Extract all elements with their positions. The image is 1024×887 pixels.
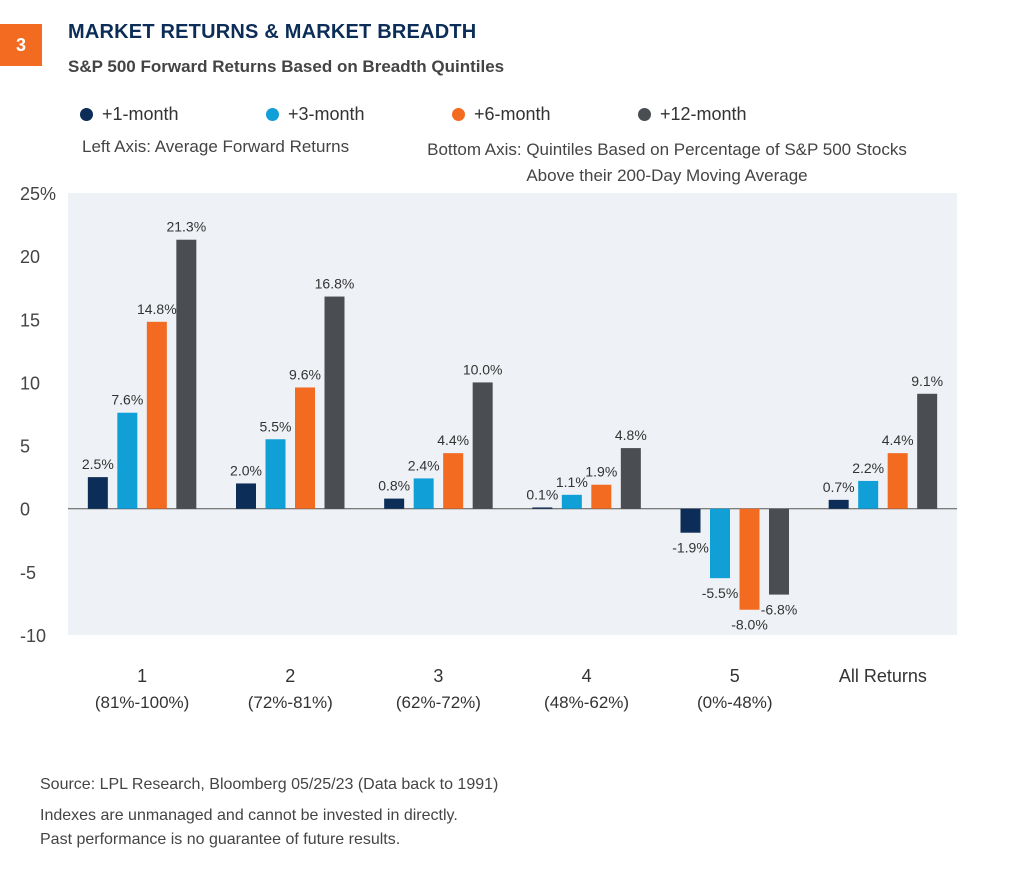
data-label: 1.1% xyxy=(556,474,588,490)
bar xyxy=(295,387,315,509)
legend-item: +3-month xyxy=(266,104,434,125)
bar xyxy=(917,393,938,509)
bar xyxy=(87,477,108,509)
category-label: 4 xyxy=(582,666,592,686)
bar xyxy=(472,382,493,509)
category-sublabel: (72%-81%) xyxy=(248,693,333,712)
data-label: 2.5% xyxy=(82,456,114,472)
category-label: All Returns xyxy=(839,666,927,686)
data-label: 2.2% xyxy=(852,460,884,476)
legend-item: +1-month xyxy=(80,104,248,125)
left-axis-note: Left Axis: Average Forward Returns xyxy=(82,137,350,156)
disclaimer-note: Indexes are unmanaged and cannot be inve… xyxy=(40,807,458,824)
y-tick-label: 5 xyxy=(20,437,30,457)
legend-swatch xyxy=(638,107,651,121)
data-label: 0.8% xyxy=(378,478,410,494)
bar xyxy=(236,483,256,509)
data-label: 2.0% xyxy=(230,462,262,478)
data-label: 0.1% xyxy=(526,486,558,502)
data-label: 2.4% xyxy=(408,457,440,473)
data-label: 16.8% xyxy=(315,276,355,292)
data-label: 7.6% xyxy=(111,392,143,408)
chart-legend: +1-month +3-month +6-month +12-month xyxy=(80,102,765,126)
bar xyxy=(828,499,849,509)
bar xyxy=(739,508,760,610)
category-sublabel: (48%-62%) xyxy=(544,693,629,712)
y-tick-label: 0 xyxy=(20,500,30,520)
data-label: -5.5% xyxy=(702,585,739,601)
disclaimer-note: Past performance is no guarantee of futu… xyxy=(40,831,401,848)
bar xyxy=(443,453,464,509)
data-label: 9.6% xyxy=(289,366,321,382)
bar xyxy=(265,439,286,509)
bar xyxy=(146,321,167,509)
data-label: 4.4% xyxy=(437,432,469,448)
bar xyxy=(413,478,434,509)
category-label: 2 xyxy=(285,666,295,686)
bar xyxy=(176,239,197,509)
bar xyxy=(117,412,138,509)
bar xyxy=(887,453,908,509)
legend-label: +12-month xyxy=(660,103,747,124)
legend-label: +1-month xyxy=(102,103,179,124)
category-label: 5 xyxy=(730,666,740,686)
bar xyxy=(324,296,345,509)
legend-swatch xyxy=(80,107,93,121)
bar xyxy=(561,494,582,509)
bar xyxy=(858,480,879,509)
bar xyxy=(384,498,405,509)
legend-label: +6-month xyxy=(474,103,551,124)
chart-footer: Source: LPL Research, Bloomberg 05/25/23… xyxy=(40,776,498,849)
y-tick-label: 15 xyxy=(20,310,40,330)
bar xyxy=(680,508,701,533)
y-tick-label: 25% xyxy=(20,184,56,204)
category-sublabel: (81%-100%) xyxy=(95,693,190,712)
data-label: 5.5% xyxy=(260,418,292,434)
bar xyxy=(620,448,641,509)
bar xyxy=(591,484,612,509)
data-label: 14.8% xyxy=(137,301,177,317)
data-label: 0.7% xyxy=(823,479,855,495)
data-label: 4.4% xyxy=(882,432,914,448)
data-label: 9.1% xyxy=(911,373,943,389)
data-label: -1.9% xyxy=(672,540,709,556)
data-label: 4.8% xyxy=(615,427,647,443)
data-label: 10.0% xyxy=(463,361,503,377)
bar xyxy=(769,508,789,595)
source-note: Source: LPL Research, Bloomberg 05/25/23… xyxy=(40,776,499,793)
data-label: 1.9% xyxy=(585,464,617,480)
chart-title: MARKET RETURNS & MARKET BREADTH xyxy=(68,21,477,43)
bar xyxy=(710,508,730,579)
bottom-axis-note-line-1: Bottom Axis: Quintiles Based on Percenta… xyxy=(427,140,907,159)
chart-subtitle: S&P 500 Forward Returns Based on Breadth… xyxy=(68,57,505,76)
category-sublabel: (0%-48%) xyxy=(697,693,773,712)
bottom-axis-note: Bottom Axis: Quintiles Based on Percenta… xyxy=(402,137,932,189)
bar xyxy=(532,507,553,509)
y-tick-label: -5 xyxy=(20,563,36,583)
plot-area xyxy=(68,193,957,635)
legend-item: +12-month xyxy=(638,104,747,125)
data-label: -8.0% xyxy=(731,617,768,633)
data-label: 21.3% xyxy=(166,219,206,235)
y-tick-label: -10 xyxy=(20,626,46,646)
category-label: 3 xyxy=(433,666,443,686)
legend-item: +6-month xyxy=(452,104,620,125)
legend-label: +3-month xyxy=(288,103,365,124)
category-sublabel: (62%-72%) xyxy=(396,693,481,712)
y-tick-label: 20 xyxy=(20,247,40,267)
data-label: -6.8% xyxy=(761,602,798,618)
legend-swatch xyxy=(452,107,465,121)
legend-swatch xyxy=(266,107,279,121)
category-label: 1 xyxy=(137,666,147,686)
figure-number-badge: 3 xyxy=(0,24,42,66)
bottom-axis-note-line-2: Above their 200-Day Moving Average xyxy=(526,166,808,185)
y-tick-label: 10 xyxy=(20,373,40,393)
